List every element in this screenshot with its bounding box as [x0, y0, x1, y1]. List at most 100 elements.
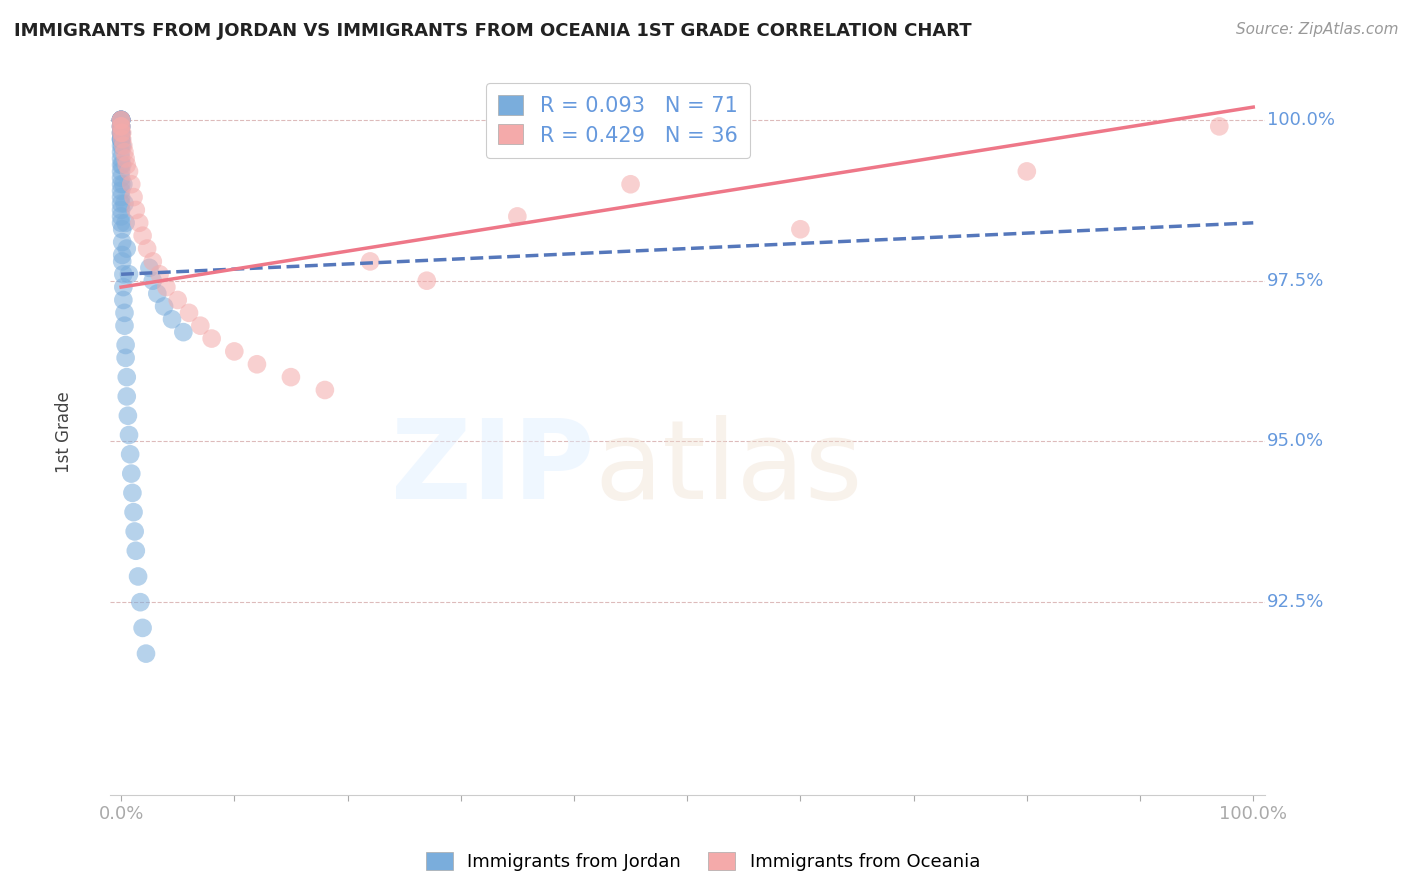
Point — [166, 293, 188, 307]
Point — [111, 235, 134, 249]
Point — [110, 164, 132, 178]
Point — [114, 351, 136, 365]
Point — [125, 202, 148, 217]
Point — [135, 647, 157, 661]
Point — [138, 260, 160, 275]
Point — [110, 112, 132, 127]
Point — [110, 126, 132, 140]
Point — [115, 370, 138, 384]
Point — [120, 467, 142, 481]
Point — [177, 306, 200, 320]
Point — [110, 112, 132, 127]
Point — [120, 447, 142, 461]
Point — [110, 170, 132, 185]
Point — [142, 274, 165, 288]
Point — [122, 190, 145, 204]
Point — [110, 120, 132, 134]
Point — [619, 178, 641, 192]
Text: IMMIGRANTS FROM JORDAN VS IMMIGRANTS FROM OCEANIA 1ST GRADE CORRELATION CHART: IMMIGRANTS FROM JORDAN VS IMMIGRANTS FRO… — [14, 22, 972, 40]
Point — [314, 383, 336, 397]
Point — [110, 112, 132, 127]
Legend: R = 0.093   N = 71, R = 0.429   N = 36: R = 0.093 N = 71, R = 0.429 N = 36 — [485, 83, 751, 158]
Point — [114, 196, 136, 211]
Point — [128, 216, 150, 230]
Point — [110, 120, 132, 134]
Point — [125, 543, 148, 558]
Point — [115, 242, 138, 256]
Point — [224, 344, 246, 359]
Point — [155, 280, 177, 294]
Point — [111, 158, 134, 172]
Point — [112, 178, 135, 192]
Point — [110, 202, 132, 217]
Text: 92.5%: 92.5% — [1267, 593, 1324, 611]
Point — [110, 216, 132, 230]
Point — [1015, 164, 1038, 178]
Point — [114, 306, 136, 320]
Point — [117, 409, 139, 423]
Point — [110, 112, 132, 127]
Point — [110, 132, 132, 146]
Point — [188, 318, 211, 333]
Point — [120, 178, 142, 192]
Point — [112, 280, 135, 294]
Point — [110, 120, 132, 134]
Point — [172, 325, 194, 339]
Point — [114, 152, 136, 166]
Point — [110, 112, 132, 127]
Point — [110, 126, 132, 140]
Point — [1208, 120, 1230, 134]
Point — [114, 318, 136, 333]
Point — [110, 112, 132, 127]
Point — [110, 184, 132, 198]
Legend: Immigrants from Jordan, Immigrants from Oceania: Immigrants from Jordan, Immigrants from … — [419, 846, 987, 879]
Point — [110, 112, 132, 127]
Point — [416, 274, 439, 288]
Point — [110, 112, 132, 127]
Text: Source: ZipAtlas.com: Source: ZipAtlas.com — [1236, 22, 1399, 37]
Point — [110, 112, 132, 127]
Point — [118, 267, 141, 281]
Point — [110, 120, 132, 134]
Text: 1st Grade: 1st Grade — [55, 391, 73, 473]
Point — [110, 132, 132, 146]
Point — [110, 210, 132, 224]
Point — [127, 569, 149, 583]
Point — [110, 196, 132, 211]
Point — [506, 210, 529, 224]
Point — [118, 428, 141, 442]
Point — [112, 267, 135, 281]
Point — [114, 216, 136, 230]
Point — [359, 254, 381, 268]
Point — [112, 138, 135, 153]
Point — [110, 158, 132, 172]
Point — [136, 242, 159, 256]
Text: 95.0%: 95.0% — [1267, 433, 1324, 450]
Point — [111, 126, 134, 140]
Point — [121, 486, 143, 500]
Point — [111, 222, 134, 236]
Point — [111, 248, 134, 262]
Point — [110, 178, 132, 192]
Point — [114, 145, 136, 160]
Point — [124, 524, 146, 539]
Point — [110, 120, 132, 134]
Point — [131, 228, 153, 243]
Point — [153, 300, 176, 314]
Point — [110, 126, 132, 140]
Point — [129, 595, 152, 609]
Point — [789, 222, 811, 236]
Point — [115, 158, 138, 172]
Point — [122, 505, 145, 519]
Point — [246, 357, 269, 371]
Point — [112, 293, 135, 307]
Point — [110, 126, 132, 140]
Point — [110, 112, 132, 127]
Point — [110, 112, 132, 127]
Point — [142, 254, 165, 268]
Point — [131, 621, 153, 635]
Point — [110, 138, 132, 153]
Point — [115, 389, 138, 403]
Point — [110, 132, 132, 146]
Point — [280, 370, 302, 384]
